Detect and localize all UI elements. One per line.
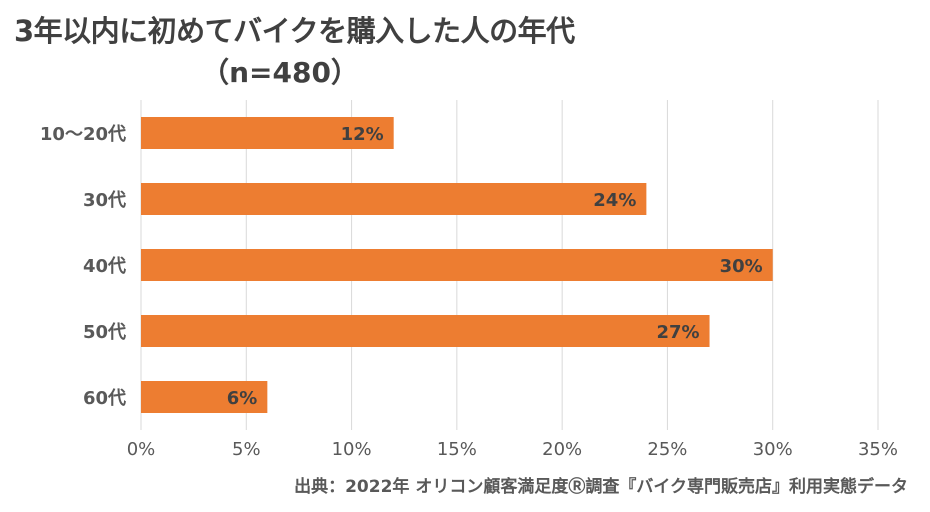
category-label: 10～20代 bbox=[40, 124, 126, 145]
x-tick-label: 20% bbox=[542, 439, 582, 460]
x-tick-label: 30% bbox=[753, 439, 793, 460]
source-note: 出典：2022年 オリコン顧客満足度Ⓡ調査『バイク専門販売店』利用実態データ bbox=[294, 477, 908, 497]
x-tick-label: 0% bbox=[127, 439, 156, 460]
category-labels: 10～20代 30代 40代 50代 60代 bbox=[40, 124, 126, 409]
chart-title: 3年以内に初めてバイクを購入した人の年代 bbox=[14, 14, 575, 48]
category-label: 60代 bbox=[83, 388, 126, 409]
category-label: 50代 bbox=[83, 322, 126, 343]
chart-subtitle: （n=480） bbox=[201, 56, 359, 89]
category-label: 30代 bbox=[83, 190, 126, 211]
bar bbox=[141, 117, 394, 149]
x-tick-label: 35% bbox=[858, 439, 898, 460]
data-label: 24% bbox=[593, 190, 636, 211]
x-axis-ticks: 0% 5% 10% 15% 20% 25% 30% 35% bbox=[127, 439, 898, 460]
data-label: 12% bbox=[341, 124, 384, 145]
category-label: 40代 bbox=[83, 256, 126, 277]
x-tick-label: 5% bbox=[232, 439, 261, 460]
x-tick-label: 25% bbox=[647, 439, 687, 460]
data-label: 27% bbox=[656, 322, 699, 343]
bars: 12% 24% 30% 27% 6% bbox=[141, 117, 773, 413]
x-tick-label: 15% bbox=[437, 439, 477, 460]
x-tick-label: 10% bbox=[332, 439, 372, 460]
bar bbox=[141, 249, 773, 281]
bar bbox=[141, 183, 647, 215]
data-label: 30% bbox=[720, 256, 763, 277]
data-label: 6% bbox=[227, 388, 258, 409]
bar bbox=[141, 381, 268, 413]
bar bbox=[141, 315, 710, 347]
